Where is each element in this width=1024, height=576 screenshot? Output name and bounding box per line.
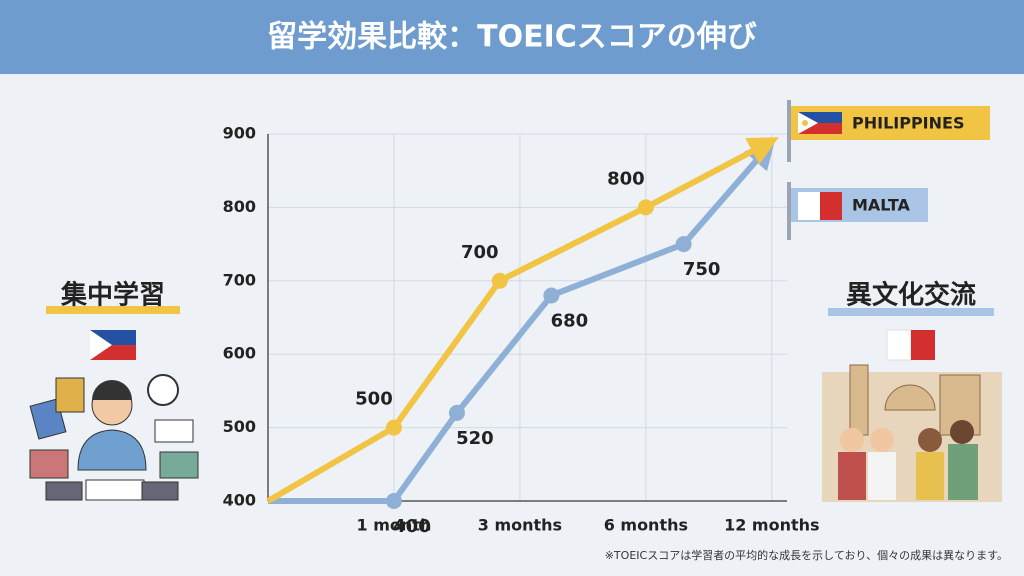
student-illustration — [29, 374, 199, 501]
panel-label: 異文化交流 — [846, 280, 976, 311]
philippines-flag — [90, 330, 136, 360]
data-label: 700 — [461, 242, 499, 263]
right-panel: 異文化交流 — [822, 280, 1002, 502]
point — [385, 493, 402, 509]
malta-flag — [798, 192, 842, 220]
data-label: 750 — [683, 259, 721, 280]
x-tick-label: 3 months — [478, 516, 562, 535]
y-tick-label: 900 — [223, 124, 256, 143]
point — [385, 419, 402, 436]
data-label: 500 — [355, 389, 393, 410]
point — [543, 287, 560, 304]
label-underline — [46, 306, 180, 314]
series-line — [266, 137, 779, 504]
y-tick-label: 700 — [223, 270, 256, 289]
panel-label: 集中学習 — [60, 280, 165, 311]
y-tick-label: 800 — [223, 197, 256, 216]
data-label: 800 — [607, 168, 645, 189]
header-bar — [0, 0, 1024, 74]
data-label: 400 — [393, 516, 431, 537]
philippines-flag — [798, 112, 842, 134]
city-illustration — [822, 364, 1002, 502]
point — [637, 199, 654, 216]
label-underline — [828, 308, 994, 316]
legend: PHILIPPINES MALTA — [787, 100, 990, 240]
x-tick-label: 6 months — [604, 516, 688, 535]
y-tick-label: 600 — [223, 344, 256, 363]
flag-pole — [787, 100, 791, 162]
x-tick-label: 12 months — [724, 516, 819, 535]
left-panel: 集中学習 — [29, 280, 199, 501]
point — [448, 404, 465, 421]
legend-label: MALTA — [852, 196, 911, 215]
point — [491, 272, 508, 289]
malta-flag — [886, 329, 935, 361]
x-tick-label: 1 month — [357, 516, 432, 535]
flag-pole — [787, 182, 791, 240]
title: 留学効果比較：TOEICスコアの伸び — [267, 20, 757, 55]
data-label: 520 — [456, 428, 494, 449]
y-tick-label: 400 — [223, 491, 256, 510]
y-tick-label: 500 — [223, 417, 256, 436]
data-label: 680 — [551, 310, 589, 331]
point — [675, 236, 692, 253]
footnote: ※TOEICスコアは学習者の平均的な成長を示しており、個々の成果は異なります。 — [605, 548, 1008, 562]
legend-label: PHILIPPINES — [852, 114, 964, 133]
series-line — [268, 138, 776, 504]
